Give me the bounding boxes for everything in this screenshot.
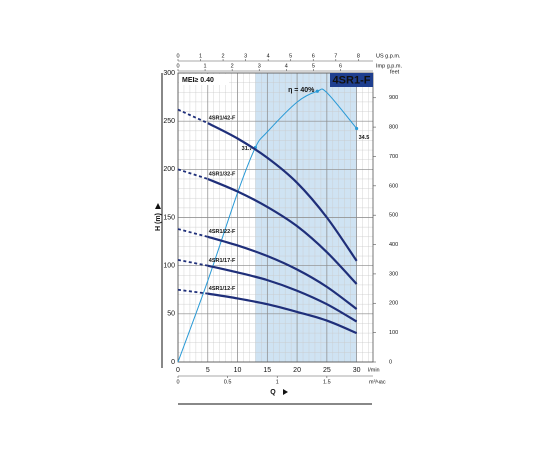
y-tick-label: 100 xyxy=(163,263,175,270)
annotation: MEI≥ 0.40 xyxy=(182,77,214,84)
top-tick-label: 2 xyxy=(222,53,225,59)
top-tick-label: 6 xyxy=(312,53,315,59)
top-axis-label: Imp g.p.m. xyxy=(376,63,402,69)
pump-label: 4SR1/42-F xyxy=(209,116,236,122)
efficiency-peak xyxy=(315,89,319,93)
chart-title: 4SR1-F xyxy=(333,74,371,86)
pump-label: 4SR1/12-F xyxy=(209,286,236,292)
x-tick-label: 25 xyxy=(323,367,331,374)
x-tick-label: 30 xyxy=(353,367,361,374)
top-tick-label: 0 xyxy=(176,63,179,69)
x-tick-label: 0 xyxy=(176,367,180,374)
y2-tick-label: 900 xyxy=(389,95,398,101)
x-tick-label: 10 xyxy=(234,367,242,374)
x-tick-label: 20 xyxy=(293,367,301,374)
title-box xyxy=(330,73,373,87)
top-tick-label: 1 xyxy=(204,63,207,69)
x-unit-label: l/min xyxy=(368,367,380,373)
efficiency-point-label: 34.5 xyxy=(359,135,370,141)
x-arrow xyxy=(283,389,288,395)
y2-tick-label: 800 xyxy=(389,125,398,131)
efficiency-peak-label: η = 40% xyxy=(288,87,315,94)
plot-frame xyxy=(177,72,374,363)
top-tick-label: 2 xyxy=(231,63,234,69)
pump-curve-dashed xyxy=(177,228,208,238)
top-tick-label: 7 xyxy=(334,53,337,59)
x-label: Q xyxy=(270,389,276,396)
y-tick-label: 200 xyxy=(163,166,175,173)
top-tick-label: 3 xyxy=(244,53,247,59)
y2-tick-label: 300 xyxy=(389,271,398,277)
top-tick-label: 1 xyxy=(199,53,202,59)
y-arrow xyxy=(155,203,161,209)
bottom2-tick-label: 1 xyxy=(276,379,279,385)
top-axis-label: US g.p.m. xyxy=(376,53,401,59)
top-tick-label: 3 xyxy=(258,63,261,69)
pump-curve xyxy=(207,177,358,285)
top-tick-label: 5 xyxy=(312,63,315,69)
pump-curve xyxy=(207,264,358,323)
efficiency-curve xyxy=(177,88,358,363)
y2-tick-label: 600 xyxy=(389,183,398,189)
y-tick-label: 50 xyxy=(167,311,175,318)
efficiency-point-label: 31.7 xyxy=(242,146,253,152)
bottom2-tick-label: 1.5 xyxy=(323,379,331,385)
x-tick-label: 5 xyxy=(206,367,210,374)
y2-tick-label: 0 xyxy=(389,359,392,365)
top-tick-label: 6 xyxy=(339,63,342,69)
y-label: H (m) xyxy=(155,213,162,231)
y2-tick-label: 400 xyxy=(389,242,398,248)
pump-label: 4SR1/32-F xyxy=(209,171,236,177)
pump-label: 4SR1/17-F xyxy=(209,258,236,264)
pump-label: 4SR1/22-F xyxy=(209,229,236,235)
pump-curve xyxy=(207,122,358,262)
y-tick-label: 250 xyxy=(163,118,175,125)
pump-curve-dashed xyxy=(177,108,209,124)
y-tick-label: 150 xyxy=(163,214,175,221)
y2-tick-label: 500 xyxy=(389,213,398,219)
bottom2-tick-label: 0 xyxy=(176,379,179,385)
bottom2-axis-label: m³/час xyxy=(369,379,386,385)
top-tick-label: 4 xyxy=(285,63,288,69)
top-tick-label: 8 xyxy=(357,53,360,59)
top-tick-label: 5 xyxy=(289,53,292,59)
y2-tick-label: 200 xyxy=(389,301,398,307)
pump-curve-dashed xyxy=(177,259,208,267)
y2-tick-label: 700 xyxy=(389,154,398,160)
pump-curve-dashed xyxy=(177,288,208,295)
y-tick-label: 300 xyxy=(163,70,175,77)
efficiency-point xyxy=(355,126,359,131)
bottom2-tick-label: 0.5 xyxy=(224,379,232,385)
y2-tick-label: 100 xyxy=(389,330,398,336)
top-tick-label: 4 xyxy=(267,53,270,59)
top-tick-label: 0 xyxy=(176,53,179,59)
annotation-box xyxy=(179,74,229,85)
y2-label: feet xyxy=(390,69,400,75)
pump-curve xyxy=(207,235,358,310)
pump-curve xyxy=(207,292,358,335)
x-tick-label: 15 xyxy=(263,367,271,374)
y-tick-label: 0 xyxy=(171,359,175,366)
pump-curve-dashed xyxy=(177,168,209,180)
